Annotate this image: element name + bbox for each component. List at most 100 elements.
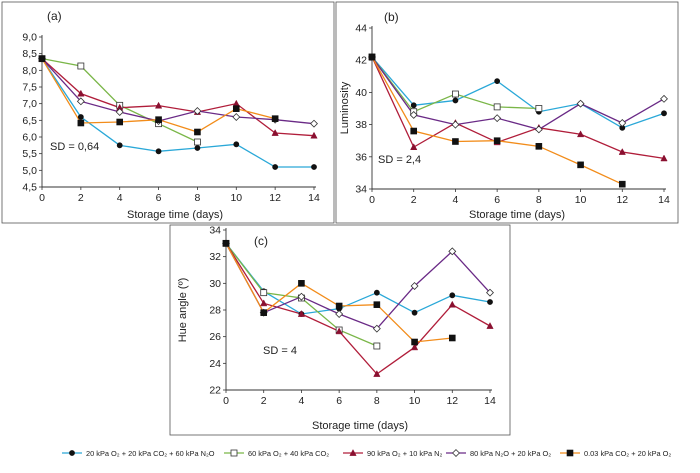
panel-b-y-tick-label: 36 — [355, 151, 367, 163]
panel-b-series-3-point — [451, 120, 460, 129]
panel-a-y-tick-label: 5,5 — [22, 148, 37, 160]
panel-c-frame — [169, 224, 511, 436]
panel-b-series-3-line — [371, 56, 665, 131]
panel-b-series-4-point — [618, 180, 626, 188]
panel-c-y-tick-label: 24 — [209, 358, 221, 370]
panel-a-series-1-point — [77, 62, 85, 70]
panel-b-series-0-line — [371, 56, 665, 129]
legend-entry-label: 90 kPa O₂ + 10 kPa N₂ — [367, 449, 443, 458]
panel-c-sd-annotation: SD = 4 — [263, 345, 297, 357]
panel-b-plot-area: 34 36 38 40 42 44 0 2 4 6 8 10 12 14 — [355, 23, 670, 207]
panel-c-y-tick-label: 32 — [209, 251, 221, 263]
panel-b-series-0-point — [410, 102, 417, 109]
panel-c-series-2-point — [410, 343, 419, 351]
panel-a-series-4-point — [194, 128, 201, 136]
panel-c-series-0-line — [225, 242, 491, 315]
legend-swatch-marker — [566, 449, 574, 457]
panel-b-y-tick-label: 44 — [355, 23, 367, 35]
panel-c-x-tick-label: 14 — [484, 395, 496, 407]
panel-c-series-1-point — [260, 289, 268, 297]
panel-c-series-4-point — [373, 301, 381, 308]
panel-a-y-tick-label: 8,0 — [22, 65, 37, 77]
panel-c-series-4-point — [448, 334, 456, 342]
panel-b-x-tick-label: 14 — [658, 194, 670, 206]
panel-b-series-0-point — [452, 97, 459, 104]
panel-c-series-4-point — [298, 280, 305, 287]
panel-c-series-4-point — [260, 309, 268, 316]
panel-c-series-4-point — [335, 302, 343, 310]
panel-a-series-3-point — [76, 97, 85, 106]
panel-b-series-2-line — [371, 56, 665, 160]
panel-c-series-3-point — [335, 310, 344, 318]
panel-c-y-axis-label: Hue angle (º) — [177, 278, 189, 343]
panel-a-series-4-point — [116, 118, 124, 126]
panel-c-x-tick-label: 0 — [223, 395, 229, 407]
panel-a-x-tick-label: 14 — [308, 192, 320, 204]
panel-a-series-0-point — [311, 164, 317, 170]
panel-c-series-0-point — [373, 289, 380, 296]
legend: 20 kPa O₂ + 20 kPa CO₂ + 60 kPa N₂O 60 kP… — [62, 449, 671, 458]
panel-b-series-2-point — [410, 143, 418, 150]
panel-c-x-tick-label: 12 — [446, 395, 458, 407]
panel-c-series-2-point — [260, 299, 268, 307]
panel-b-series-3-point — [618, 119, 627, 127]
panel-b-series-4-point — [535, 143, 543, 150]
panel-a-y-tick-label: 6,0 — [22, 132, 37, 144]
legend-swatch-marker — [452, 449, 460, 457]
panel-a-series-3-point — [193, 107, 202, 115]
panel-c-series-3-point — [410, 282, 419, 290]
panel-c-y-tick-label: 34 — [209, 225, 221, 237]
panel-a-plot-area: 4,5 5,0 5,5 6,0 6,5 7,0 7,5 8,0 8,5 9,0 0 2 4 6 8 10 12 1… — [22, 32, 320, 205]
panel-b-series-0-point — [494, 78, 501, 85]
panel-b-label: (b) — [384, 10, 399, 24]
panel-c-y-tick-label: 26 — [209, 331, 221, 343]
panel-c-series-3-point — [486, 288, 494, 297]
panel-b-series-1-point — [452, 90, 459, 98]
panel-b-x-tick-label: 8 — [536, 194, 542, 206]
panel-b-sd-annotation: SD = 2,4 — [378, 154, 421, 166]
panel-a-series-1-point — [194, 138, 201, 146]
panel-b-series-3-point — [576, 99, 585, 108]
legend-entry-label: 80 kPa N₂O + 20 kPa O₂ — [470, 449, 551, 458]
panel-b-series-2-point — [660, 154, 668, 162]
panel-a-series-3-point — [232, 113, 241, 121]
panel-b-series-4-point — [368, 53, 376, 61]
panel-b-series-2-point — [576, 130, 585, 138]
panel-c-x-tick-label: 2 — [261, 395, 267, 407]
panel-b-series-1-point — [535, 105, 543, 112]
panel-a-y-tick-label: 6,5 — [22, 115, 37, 127]
panel-c-x-tick-label: 8 — [374, 395, 380, 407]
panel-c-series-2-point — [335, 327, 343, 335]
panel-b-x-tick-label: 0 — [369, 194, 375, 206]
panel-b-y-tick-label: 42 — [355, 55, 367, 67]
panel-a-label: (a) — [47, 9, 62, 23]
panel-a-series-2-point — [310, 131, 318, 139]
panel-b-x-tick-label: 10 — [575, 194, 587, 206]
panel-b-x-tick-label: 12 — [616, 194, 628, 206]
panel-a: (a) SD = 0,64 Storage time (days) 4,5 5,0… — [1, 1, 335, 224]
panel-b: (b) SD = 2,4 Storage time (days) Luminos… — [335, 1, 679, 224]
panel-c-series-3-point — [448, 247, 457, 256]
panel-b-series-4-point — [577, 161, 584, 169]
panel-c-x-tick-label: 4 — [299, 395, 305, 407]
panel-b-frame — [335, 1, 679, 224]
panel-c-y-tick-label: 22 — [209, 385, 221, 397]
panel-a-series-4-point — [77, 119, 85, 127]
panel-a-series-0-point — [155, 148, 162, 155]
panel-c-series-2-point — [297, 310, 306, 317]
panel-a-series-4-point — [271, 115, 279, 122]
panel-a-y-tick-label: 5,0 — [22, 165, 37, 177]
panel-a-x-tick-label: 10 — [230, 192, 242, 204]
panel-a-series-0-point — [116, 142, 123, 149]
panel-a-series-0-point — [77, 114, 84, 120]
panel-a-sd-annotation: SD = 0,64 — [50, 141, 99, 153]
panel-a-y-tick-label: 8,5 — [22, 48, 37, 60]
panel-c-x-tick-label: 6 — [336, 395, 342, 407]
panel-a-series-0-point — [272, 164, 279, 170]
panel-c-y-tick-label: 28 — [209, 305, 221, 317]
panel-c-series-4-point — [411, 338, 418, 346]
panel-b-x-tick-label: 4 — [453, 194, 459, 206]
panel-a-series-2-line — [41, 58, 315, 137]
panel-a-series-2-point — [271, 129, 279, 136]
